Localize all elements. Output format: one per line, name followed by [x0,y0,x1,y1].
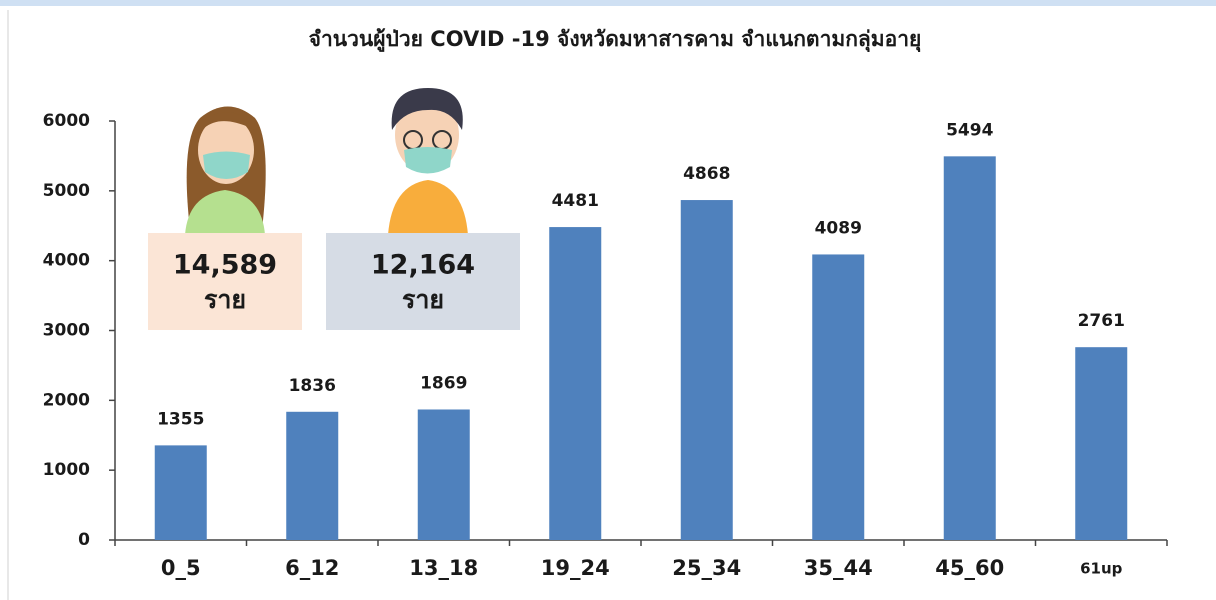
y-tick-label: 5000 [43,181,90,201]
x-tick-label: 25_34 [672,556,741,580]
x-tick-label: 13_18 [409,556,478,580]
bar [812,254,865,540]
bar [417,409,470,540]
data-label: 4089 [815,218,862,238]
data-label: 4868 [683,164,730,184]
bar [286,411,339,540]
bar [154,445,207,540]
x-tick-label: 61up [1080,560,1123,578]
bar [549,227,602,540]
y-tick-label: 2000 [43,390,90,410]
y-tick-label: 0 [78,530,90,550]
x-tick-label: 35_44 [804,556,873,580]
bar [1075,347,1128,540]
annotation-unit: ราย [402,285,444,314]
annotation-unit: ราย [204,285,246,314]
x-tick-label: 45_60 [935,556,1004,580]
data-label: 1355 [157,409,204,429]
man-illustration [388,88,468,235]
x-tick-label: 19_24 [541,556,610,580]
y-tick-label: 3000 [43,321,90,341]
data-label: 1869 [420,373,467,393]
annotation-text: 14,589 [173,250,277,281]
top-border [0,0,1216,6]
data-label: 1836 [289,376,336,396]
y-tick-label: 4000 [43,251,90,271]
annotation-box [148,233,302,330]
y-tick-label: 6000 [43,111,90,131]
annotation-box [326,233,520,330]
bar [943,156,996,540]
data-label: 5494 [946,120,993,140]
data-label: 4481 [552,191,599,211]
chart-title: จำนวนผู้ป่วย COVID -19 จังหวัดมหาสารคาม … [309,27,922,53]
y-tick-label: 1000 [43,460,90,480]
woman-illustration [185,106,266,235]
x-tick-label: 6_12 [285,556,339,580]
data-label: 2761 [1078,311,1125,331]
bar [680,200,733,540]
annotation-text: 12,164 [371,250,475,281]
x-tick-label: 0_5 [161,556,201,580]
